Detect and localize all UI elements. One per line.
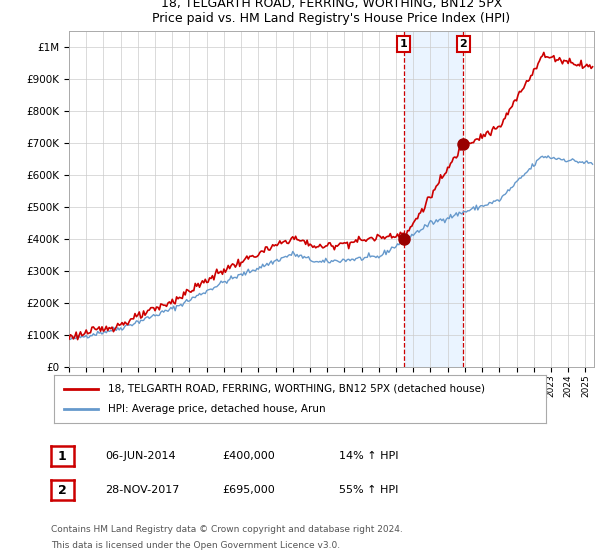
Text: Contains HM Land Registry data © Crown copyright and database right 2024.: Contains HM Land Registry data © Crown c… (51, 525, 403, 534)
Text: 1: 1 (58, 450, 67, 463)
Text: 2: 2 (58, 483, 67, 497)
Text: 55% ↑ HPI: 55% ↑ HPI (339, 485, 398, 495)
Text: 14% ↑ HPI: 14% ↑ HPI (339, 451, 398, 461)
Text: £695,000: £695,000 (222, 485, 275, 495)
Title: 18, TELGARTH ROAD, FERRING, WORTHING, BN12 5PX
Price paid vs. HM Land Registry's: 18, TELGARTH ROAD, FERRING, WORTHING, BN… (152, 0, 511, 25)
Text: HPI: Average price, detached house, Arun: HPI: Average price, detached house, Arun (108, 404, 326, 414)
Text: This data is licensed under the Open Government Licence v3.0.: This data is licensed under the Open Gov… (51, 542, 340, 550)
Text: 18, TELGARTH ROAD, FERRING, WORTHING, BN12 5PX (detached house): 18, TELGARTH ROAD, FERRING, WORTHING, BN… (108, 384, 485, 394)
Text: £400,000: £400,000 (222, 451, 275, 461)
Text: 28-NOV-2017: 28-NOV-2017 (105, 485, 179, 495)
Text: 06-JUN-2014: 06-JUN-2014 (105, 451, 176, 461)
Text: 1: 1 (400, 39, 407, 49)
Text: 2: 2 (460, 39, 467, 49)
